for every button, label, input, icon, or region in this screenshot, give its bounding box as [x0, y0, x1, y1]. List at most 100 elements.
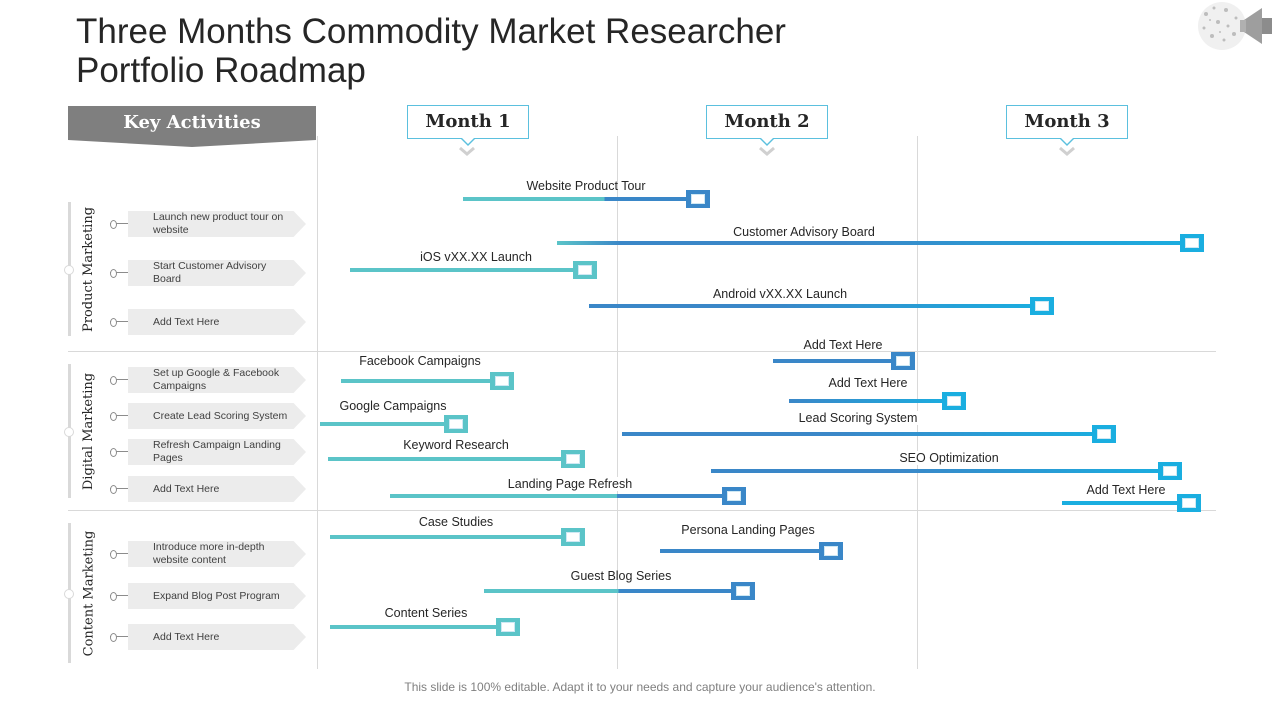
activity-label: Refresh Campaign Landing Pages	[153, 439, 281, 464]
task-label: Persona Landing Pages	[681, 523, 815, 537]
milestone-marker	[1030, 297, 1054, 315]
title-line-1: Three Months Commodity Market Researcher	[76, 12, 786, 51]
footer-note: This slide is 100% editable. Adapt it to…	[404, 680, 876, 694]
key-activities-header: Key Activities	[68, 106, 316, 147]
task-bar	[789, 399, 954, 403]
milestone-marker	[1177, 494, 1201, 512]
activity-arrow	[128, 260, 306, 286]
task-bar	[622, 432, 1104, 436]
activity-label: Add Text Here	[153, 482, 220, 495]
milestone-marker	[819, 542, 843, 560]
task-bar	[390, 494, 734, 498]
task-bar	[341, 379, 502, 383]
task-label: Customer Advisory Board	[727, 225, 881, 239]
grid-line-vertical	[317, 136, 318, 669]
task-bar	[589, 304, 1043, 308]
task-label: Facebook Campaigns	[353, 354, 487, 368]
activity-label: Add Text Here	[153, 315, 220, 328]
milestone-marker	[722, 487, 746, 505]
activity-label: Expand Blog Post Program	[153, 589, 280, 602]
task-label: Add Text Here	[803, 338, 883, 352]
month-3-header: Month 3	[1006, 105, 1128, 146]
chevron-down-icon	[1059, 146, 1075, 156]
connector	[110, 220, 128, 229]
section-name: Digital Marketing	[81, 372, 97, 490]
milestone-marker	[561, 450, 585, 468]
section-name: Product Marketing	[81, 206, 97, 332]
milestone-marker	[1158, 462, 1182, 480]
key-activities-label: Key Activities	[123, 112, 261, 133]
megaphone-icon	[1198, 2, 1272, 50]
section-name: Content Marketing	[81, 530, 97, 656]
section-dot	[64, 427, 74, 437]
section-label-digital: Digital Marketing	[73, 364, 105, 498]
task-bar	[330, 625, 508, 629]
activity-arrow	[128, 403, 306, 429]
task-bar	[711, 469, 1170, 473]
task-label: Android vXX.XX Launch	[706, 287, 854, 301]
milestone-marker	[891, 352, 915, 370]
page-title: Three Months Commodity Market Researcher…	[76, 12, 1126, 90]
connector	[110, 376, 128, 385]
activity-label: Introduce more in-depth website content	[153, 541, 265, 566]
connector	[110, 633, 128, 642]
task-label: Guest Blog Series	[570, 569, 672, 583]
task-bar	[1062, 501, 1190, 505]
connector	[110, 592, 128, 601]
connector	[110, 550, 128, 559]
activity-arrow	[128, 439, 306, 465]
task-label: SEO Optimization	[893, 451, 1005, 465]
task-bar	[328, 457, 573, 461]
task-label: Add Text Here	[1086, 483, 1166, 497]
task-bar	[463, 197, 699, 201]
task-bar	[330, 535, 573, 539]
title-line-2: Portfolio Roadmap	[76, 51, 366, 90]
milestone-marker	[444, 415, 468, 433]
month-1-header: Month 1	[407, 105, 529, 146]
activity-arrow	[128, 476, 306, 502]
activity-arrow	[128, 309, 306, 335]
task-label: iOS vXX.XX Launch	[414, 250, 538, 264]
activity-label: Set up Google & Facebook Campaigns	[153, 367, 280, 392]
task-bar	[660, 549, 831, 553]
milestone-marker	[942, 392, 966, 410]
task-label: Add Text Here	[828, 376, 908, 390]
section-dot	[64, 589, 74, 599]
connector	[110, 485, 128, 494]
activity-label: Create Lead Scoring System	[153, 409, 288, 422]
task-bar	[557, 241, 1194, 245]
task-bar	[773, 359, 903, 363]
task-bar	[484, 589, 743, 593]
milestone-marker	[1092, 425, 1116, 443]
task-label: Keyword Research	[397, 438, 515, 452]
section-label-content: Content Marketing	[73, 523, 105, 663]
connector	[110, 269, 128, 278]
connector	[110, 412, 128, 421]
activity-label: Add Text Here	[153, 630, 220, 643]
activity-arrow	[128, 367, 306, 393]
task-label: Case Studies	[418, 515, 494, 529]
activity-label: Launch new product tour on website	[153, 211, 284, 236]
activity-arrow	[128, 624, 306, 650]
chevron-down-icon	[459, 146, 475, 156]
milestone-marker	[1180, 234, 1204, 252]
milestone-marker	[573, 261, 597, 279]
section-label-product: Product Marketing	[73, 202, 105, 336]
chevron-down-icon	[759, 146, 775, 156]
section-dot	[64, 265, 74, 275]
activity-arrow	[128, 541, 306, 567]
section-divider	[68, 351, 1216, 352]
section-divider	[68, 510, 1216, 511]
grid-line-vertical	[617, 136, 618, 669]
milestone-marker	[490, 372, 514, 390]
task-label: Landing Page Refresh	[501, 477, 639, 491]
milestone-marker	[731, 582, 755, 600]
month-2-header: Month 2	[706, 105, 828, 146]
milestone-marker	[561, 528, 585, 546]
activity-label: Start Customer Advisory Board	[153, 260, 267, 285]
connector	[110, 448, 128, 457]
task-bar	[350, 268, 586, 272]
activity-arrow	[128, 583, 306, 609]
task-label: Google Campaigns	[333, 399, 453, 413]
task-label: Website Product Tour	[526, 179, 646, 193]
